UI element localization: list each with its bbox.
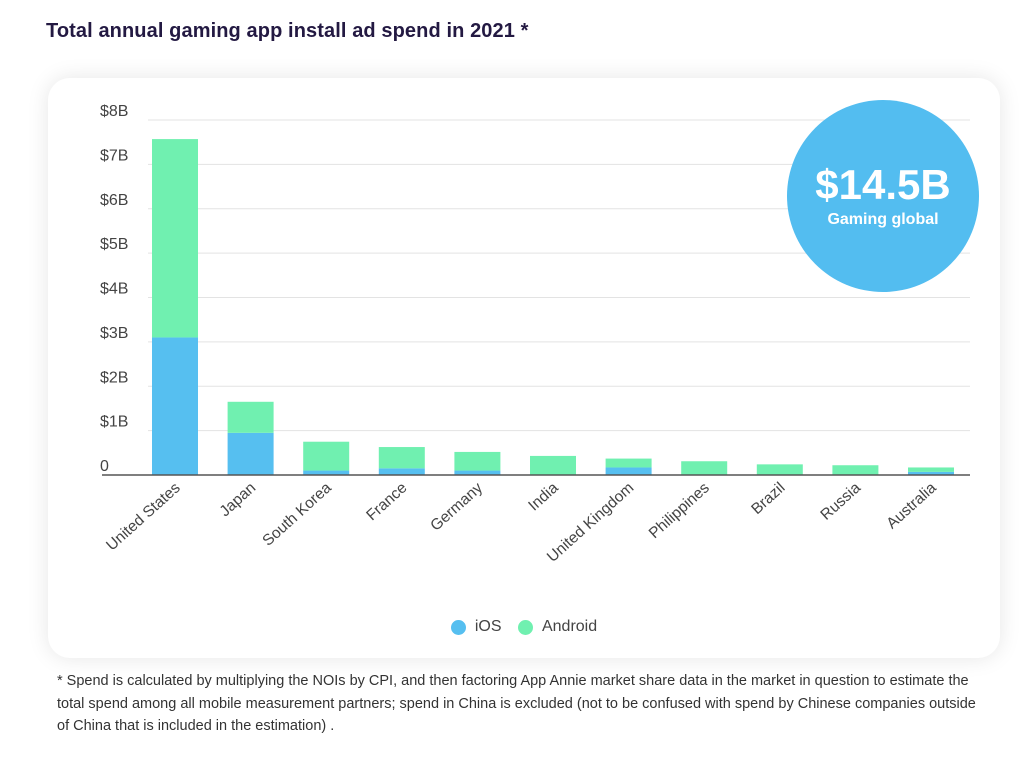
x-tick-label-brazil: Brazil [748,479,788,518]
bar-germany-ios [454,470,501,475]
y-tick-label-5: $5B [100,236,128,253]
bar-russia-android [832,465,879,475]
bar-south-korea-ios [303,470,350,475]
y-tick-label-3: $3B [100,325,128,342]
x-tick-label-india: India [525,479,562,514]
bar-france-android [378,447,425,469]
legend-swatch-ios [450,619,466,635]
bar-united-kingdom-ios [605,467,652,475]
bar-australia-ios [908,471,954,475]
bar-united-kingdom-android [605,458,652,468]
global-total-label: Gaming global [827,211,939,228]
x-tick-label-south-korea: South Korea [259,479,335,550]
bar-japan-ios [227,432,274,475]
bar-australia-android [908,467,954,472]
y-tick-label-1: $1B [100,414,128,431]
bar-france-ios [378,468,425,475]
x-tick-label-japan: Japan [217,479,260,520]
chart-card: 0 $1B $2B $3B $4B $5B $6B $7B $8B United States Ja… [48,78,1000,658]
bar-brazil-android [756,464,803,475]
bar-philippines-android [681,461,728,475]
legend-item-android: Android [517,618,598,636]
legend-label-ios: iOS [474,618,502,635]
x-tick-label-united-states: United States [103,479,184,554]
bar-japan-android [227,401,274,433]
y-tick-label-0: 0 [100,458,109,475]
global-total-badge: $14.5B Gaming global [787,100,979,292]
bar-india-android [530,455,576,475]
y-tick-label-6: $6B [100,192,128,209]
bar-germany-android [454,451,501,471]
bar-united-states-ios [152,337,198,475]
y-tick-label-7: $7B [100,147,128,164]
x-tick-label-russia: Russia [817,479,864,524]
bar-chart: 0 $1B $2B $3B $4B $5B $6B $7B $8B United States Ja… [100,103,970,566]
x-tick-label-france: France [363,479,410,524]
bar-united-states-android [152,139,198,338]
legend-label-android: Android [541,618,598,635]
y-tick-label-8: $8B [100,103,128,120]
footnote: * Spend is calculated by multiplying the… [57,673,976,734]
global-total-value: $14.5B [815,161,951,208]
chart-legend: iOS Android [48,618,1000,640]
y-tick-label-2: $2B [100,369,128,386]
legend-swatch-android [517,619,533,635]
bar-south-korea-android [303,441,350,471]
legend-item-ios: iOS [450,618,502,636]
chart-title: Total annual gaming app install ad spend… [46,20,529,42]
x-tick-label-australia: Australia [883,479,939,532]
x-tick-label-philippines: Philippines [646,479,713,542]
x-tick-label-germany: Germany [427,479,486,534]
y-tick-label-4: $4B [100,281,128,298]
